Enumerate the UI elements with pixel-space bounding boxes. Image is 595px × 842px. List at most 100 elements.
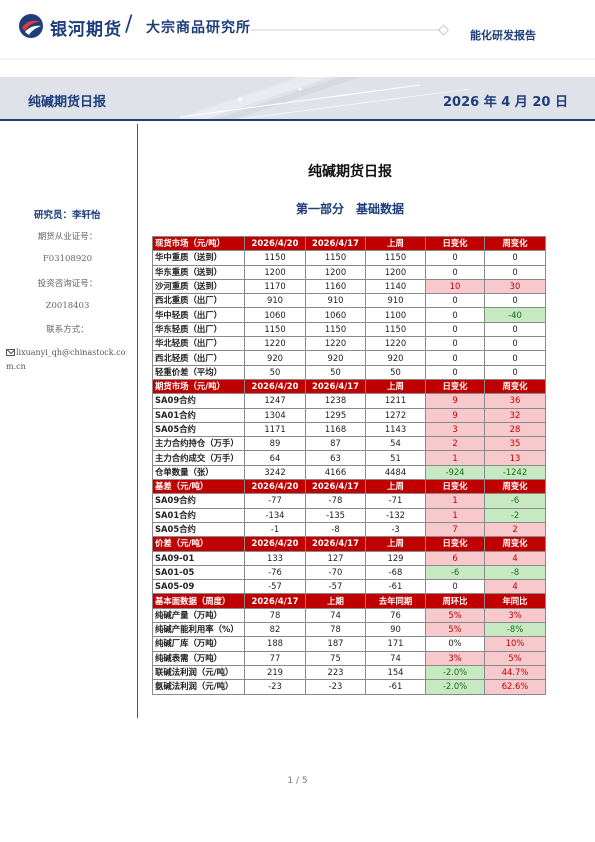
change-cell: 0: [425, 350, 485, 366]
row-label: 华中重质（送到）: [152, 250, 245, 266]
table-row: 纯碱产量（万吨） 78 74 76 5% 3%: [152, 607, 546, 624]
galaxy-logo-icon: [19, 14, 43, 38]
column-header: 上周: [365, 479, 426, 495]
change-cell: 3: [425, 421, 485, 438]
contact-email-block: lixuanyi_qh@chinastock.com.cn: [6, 346, 130, 374]
row-label: SA05合约: [152, 421, 245, 438]
change-cell: 62.6%: [484, 679, 546, 695]
value-cell: 1100: [365, 307, 426, 323]
table-row: SA05合约 -1 -8 -3 7 2: [152, 521, 546, 538]
change-cell: 36: [484, 393, 546, 409]
change-cell: 0: [425, 264, 485, 280]
column-header: 日变化: [425, 536, 485, 552]
table-row: 纯碱产能利用率（%） 82 78 90 5% -8%: [152, 622, 546, 638]
value-cell: 1220: [305, 336, 366, 352]
column-header: 上周: [365, 235, 426, 252]
table-section-header: 基差（元/吨） 2026/4/20 2026/4/17 上周 日变化 周变化: [152, 479, 546, 495]
row-label: 纯碱表需（万吨）: [152, 650, 245, 666]
value-cell: 50: [365, 364, 426, 380]
consult-label: 投资咨询证号：: [37, 279, 98, 289]
report-type: 能化研发报告: [470, 29, 536, 42]
value-cell: 78: [244, 607, 306, 624]
value-cell: 51: [365, 450, 426, 466]
change-cell: 1: [425, 450, 485, 466]
column-header: 2026/4/17: [305, 378, 366, 395]
value-cell: -57: [305, 579, 366, 595]
row-label: 西北轻质（出厂）: [152, 350, 245, 366]
value-cell: 1200: [365, 264, 426, 280]
value-cell: 1160: [305, 278, 366, 295]
table-row: 纯碱表需（万吨） 77 75 74 3% 5%: [152, 650, 546, 666]
value-cell: 1238: [305, 393, 366, 409]
table-section-header: 价差（元/吨） 2026/4/20 2026/4/17 上周 日变化 周变化: [152, 536, 546, 552]
change-cell: 3%: [425, 650, 485, 666]
row-label: 华北轻质（出厂）: [152, 336, 245, 352]
change-cell: 5%: [425, 607, 485, 624]
value-cell: 78: [305, 622, 366, 638]
table-row: 华东轻质（出厂） 1150 1150 1150 0 0: [152, 321, 546, 338]
value-cell: 1150: [305, 250, 366, 266]
value-cell: 1272: [365, 407, 426, 423]
value-cell: 1211: [365, 393, 426, 409]
value-cell: -1: [244, 521, 306, 538]
value-cell: 1150: [305, 321, 366, 338]
change-cell: 4: [484, 550, 546, 566]
column-header: 日变化: [425, 235, 485, 252]
value-cell: 1140: [365, 278, 426, 295]
report-title: 纯碱期货日报: [308, 164, 392, 180]
column-header: 2026/4/20: [244, 479, 306, 495]
change-cell: -2.0%: [425, 679, 485, 695]
consult-number: Z0018403: [45, 301, 90, 311]
table-row: 华中轻质（出厂） 1060 1060 1100 0 -40: [152, 307, 546, 323]
column-header: 年同比: [484, 593, 546, 609]
basic-data-table: 现货市场（元/吨） 2026/4/20 2026/4/17 上周 日变化 周变化 华中重质（…: [152, 235, 546, 695]
change-cell: 7: [425, 521, 485, 538]
column-header: 2026/4/17: [244, 593, 306, 609]
table-row: SA05合约 1171 1168 1143 3 28: [152, 421, 546, 438]
contact-label: 联系方式：: [46, 325, 89, 335]
value-cell: 1150: [365, 321, 426, 338]
table-row: SA01合约 -134 -135 -132 1 -2: [152, 507, 546, 523]
value-cell: -61: [365, 579, 426, 595]
institute-name: 大宗商品研究所: [146, 20, 251, 36]
value-cell: 920: [305, 350, 366, 366]
value-cell: 1220: [244, 336, 306, 352]
change-cell: 0: [484, 293, 546, 309]
row-label: SA05-09: [152, 579, 245, 595]
row-label: SA09-01: [152, 550, 245, 566]
change-cell: 10: [425, 278, 485, 295]
change-cell: -6: [425, 564, 485, 581]
row-label: 沙河重质（送到）: [152, 278, 245, 295]
value-cell: 1247: [244, 393, 306, 409]
value-cell: 4484: [365, 464, 426, 481]
row-label: 主力合约持仓（万手）: [152, 436, 245, 452]
contact-email[interactable]: lixuanyi_qh@chinastock.com.cn: [6, 348, 126, 371]
change-cell: 0: [484, 321, 546, 338]
value-cell: 1168: [305, 421, 366, 438]
column-header: 去年同期: [365, 593, 426, 609]
table-row: 华北轻质（出厂） 1220 1220 1220 0 0: [152, 336, 546, 352]
table-row: 联碱法利润（元/吨） 219 223 154 -2.0% 44.7%: [152, 664, 546, 681]
change-cell: 13: [484, 450, 546, 466]
row-label: 氨碱法利润（元/吨）: [152, 679, 245, 695]
column-header: 日变化: [425, 479, 485, 495]
value-cell: 1143: [365, 421, 426, 438]
row-label: 华东重质（送到）: [152, 264, 245, 280]
row-label: 纯碱厂库（万吨）: [152, 636, 245, 652]
row-label: 纯碱产能利用率（%）: [152, 622, 245, 638]
value-cell: 64: [244, 450, 306, 466]
value-cell: 89: [244, 436, 306, 452]
change-cell: -40: [484, 307, 546, 323]
table-section-header: 现货市场（元/吨） 2026/4/20 2026/4/17 上周 日变化 周变化: [152, 235, 546, 252]
column-header: 上周: [365, 378, 426, 395]
row-label: SA01-05: [152, 564, 245, 581]
change-cell: 0: [425, 293, 485, 309]
value-cell: -68: [365, 564, 426, 581]
value-cell: -135: [305, 507, 366, 523]
column-header: 周变化: [484, 479, 546, 495]
header-decoration: [0, 24, 595, 60]
change-cell: 35: [484, 436, 546, 452]
table-row: 纯碱厂库（万吨） 188 187 171 0% 10%: [152, 636, 546, 652]
value-cell: 1150: [365, 250, 426, 266]
change-cell: 0: [484, 364, 546, 380]
